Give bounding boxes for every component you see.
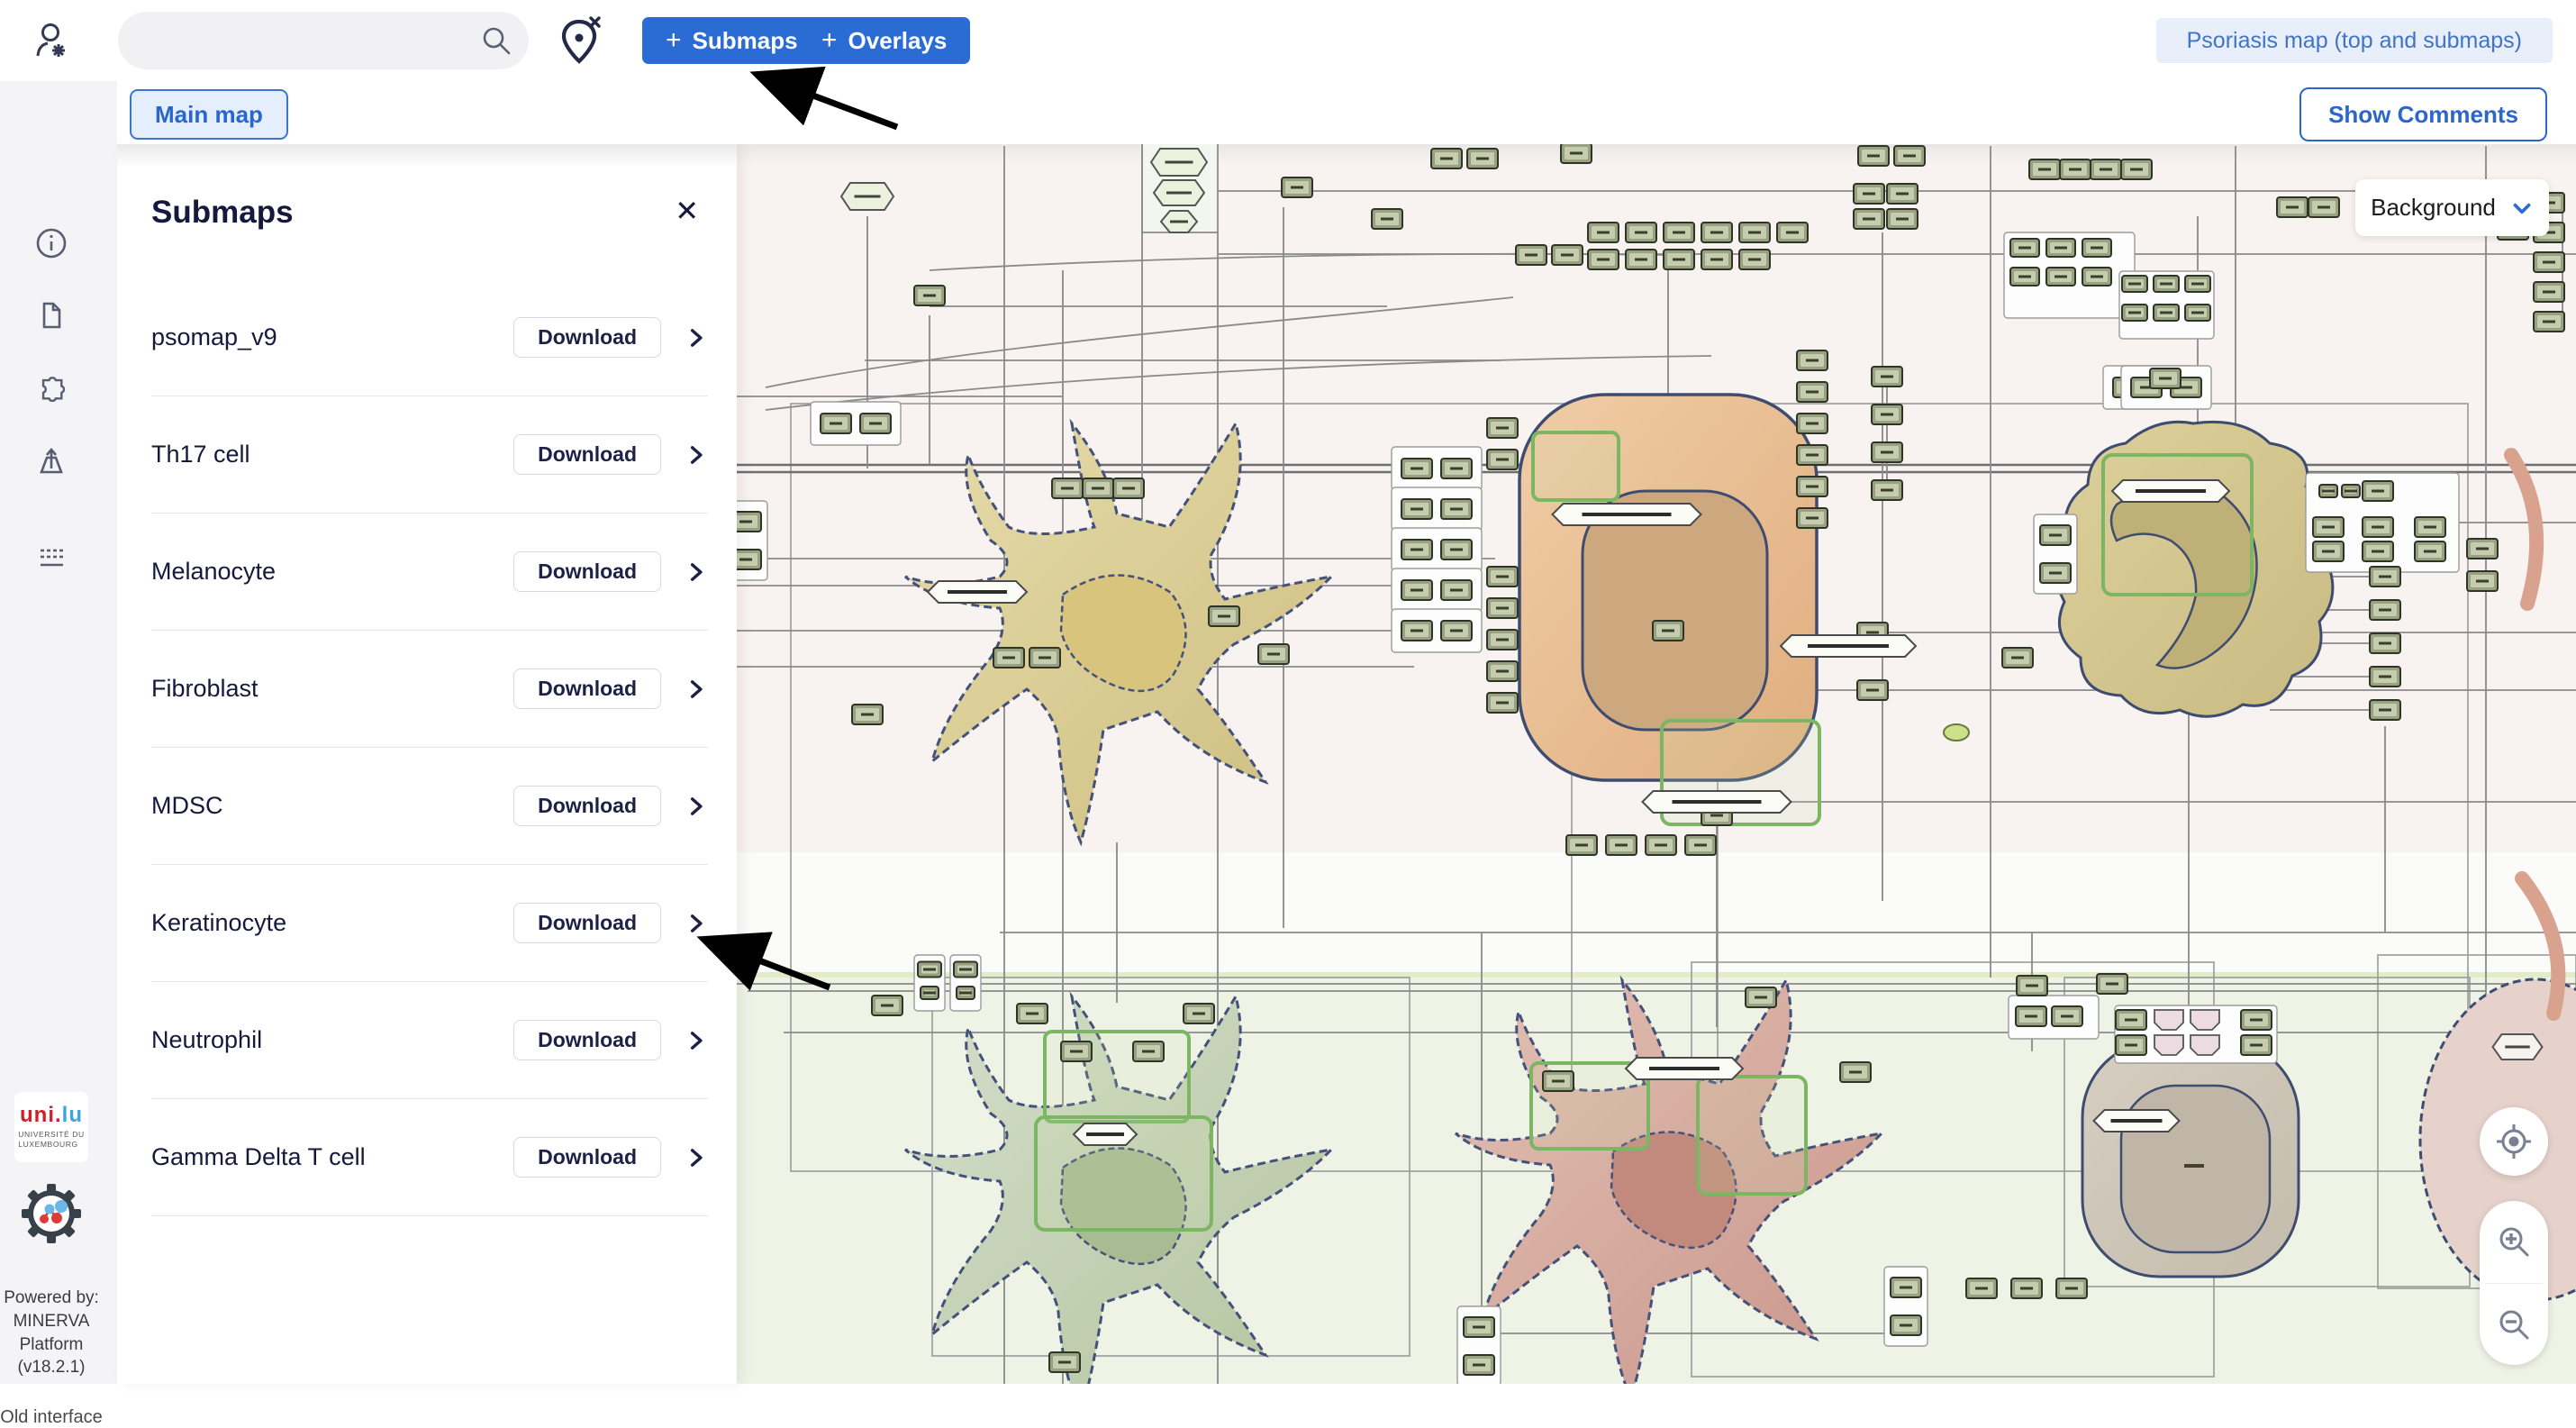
chevron-right-icon[interactable] [685,560,708,584]
locate-button[interactable] [2480,1107,2548,1176]
chevron-right-icon[interactable] [685,678,708,701]
download-button[interactable]: Download [513,669,661,709]
chevron-down-icon [2513,203,2531,214]
old-interface-link[interactable]: Old interface [0,1407,103,1427]
background-dropdown-label: Background [2371,194,2496,221]
powered-by-text: Powered by: MINERVA Platform (v18.2.1) [4,1288,99,1378]
download-button[interactable]: Download [513,434,661,475]
top-bar: + Submaps + Overlays Psoriasis map (top … [0,0,2576,81]
melanocyte-cell-illustration [2081,1039,2300,1278]
chevron-right-icon[interactable] [685,443,708,467]
submap-name: Fibroblast [151,675,259,702]
background-dropdown[interactable]: Background [2355,179,2549,236]
download-button[interactable]: Download [513,1137,661,1178]
submap-name: Th17 cell [151,441,250,468]
search-input[interactable] [140,22,467,61]
overlays-button[interactable]: + Overlays [798,17,971,64]
download-button[interactable]: Download [513,551,661,592]
panel-title: Submaps [151,195,294,230]
map-region-middle [737,852,2576,972]
export-icon[interactable] [33,443,69,479]
submap-row: MDSC Download [151,748,708,865]
minerva-logo[interactable] [20,1182,83,1245]
locate-icon [2497,1124,2531,1159]
legend-icon[interactable] [33,541,69,577]
download-button[interactable]: Download [513,1020,661,1060]
tab-main-map[interactable]: Main map [130,89,288,140]
submap-name: MDSC [151,792,223,819]
unilu-subtitle: UNIVERSITÉ DU LUXEMBOURG [18,1130,85,1149]
document-icon[interactable] [33,297,69,333]
zoom-in-icon [2499,1227,2529,1257]
submap-row: Gamma Delta T cell Download [151,1099,708,1216]
close-icon[interactable]: ✕ [675,195,699,227]
submap-row: Neutrophil Download [151,982,708,1099]
project-selector-chip[interactable]: Psoriasis map (top and submaps) [2155,18,2553,63]
tissue-strand-illustration [2504,448,2566,1021]
zoom-out-icon [2499,1310,2529,1340]
submaps-button[interactable]: + Submaps [642,17,821,64]
submap-name: Neutrophil [151,1026,263,1053]
neutrophil-cell-illustration [2054,420,2335,718]
plus-icon: + [821,25,838,55]
unilu-logo[interactable]: uni.lu UNIVERSITÉ DU LUXEMBOURG [14,1092,88,1162]
pathway-map-canvas[interactable] [737,144,2576,1384]
user-settings-icon[interactable] [29,18,74,63]
submap-row: Melanocyte Download [151,514,708,631]
info-icon[interactable] [33,225,69,261]
chevron-right-icon[interactable] [685,1029,708,1052]
submaps-panel-header: Submaps ✕ [117,144,737,279]
download-button[interactable]: Download [513,903,661,943]
plugins-icon[interactable] [33,370,69,406]
download-button[interactable]: Download [513,317,661,358]
keratinocyte-cell-illustration [1518,393,1821,826]
tab-bar: Main map Show Comments [117,81,2576,144]
submap-row: psomap_v9 Download [151,279,708,396]
left-sidebar: uni.lu UNIVERSITÉ DU LUXEMBOURG P [0,81,117,1427]
species-nodes [737,144,2565,1384]
submaps-panel: Submaps ✕ psomap_v9 Download Th17 cell D… [117,144,737,1384]
zoom-controls [2480,1201,2548,1365]
submaps-list: psomap_v9 Download Th17 cell Download Me… [117,279,737,1216]
submap-name: Keratinocyte [151,909,287,936]
chevron-right-icon[interactable] [685,326,708,350]
chevron-right-icon[interactable] [685,1146,708,1169]
show-comments-button[interactable]: Show Comments [2299,87,2547,141]
search-icon[interactable] [479,23,513,58]
chevron-right-icon[interactable] [685,795,708,818]
unilu-logo-text: uni.lu [20,1103,83,1128]
plus-icon: + [666,25,682,55]
chevron-right-icon[interactable] [685,912,708,935]
download-button[interactable]: Download [513,786,661,826]
submap-name: psomap_v9 [151,323,277,350]
submap-row: Fibroblast Download [151,631,708,748]
submap-row: Th17 cell Download [151,396,708,514]
clear-pin-icon[interactable] [557,14,602,67]
submap-name: Melanocyte [151,558,277,585]
zoom-out-button[interactable] [2480,1284,2548,1366]
pathway-map-art [737,144,2576,1384]
submap-name: Gamma Delta T cell [151,1143,366,1170]
zoom-in-button[interactable] [2480,1201,2548,1283]
submap-row: Keratinocyte Download [151,865,708,982]
